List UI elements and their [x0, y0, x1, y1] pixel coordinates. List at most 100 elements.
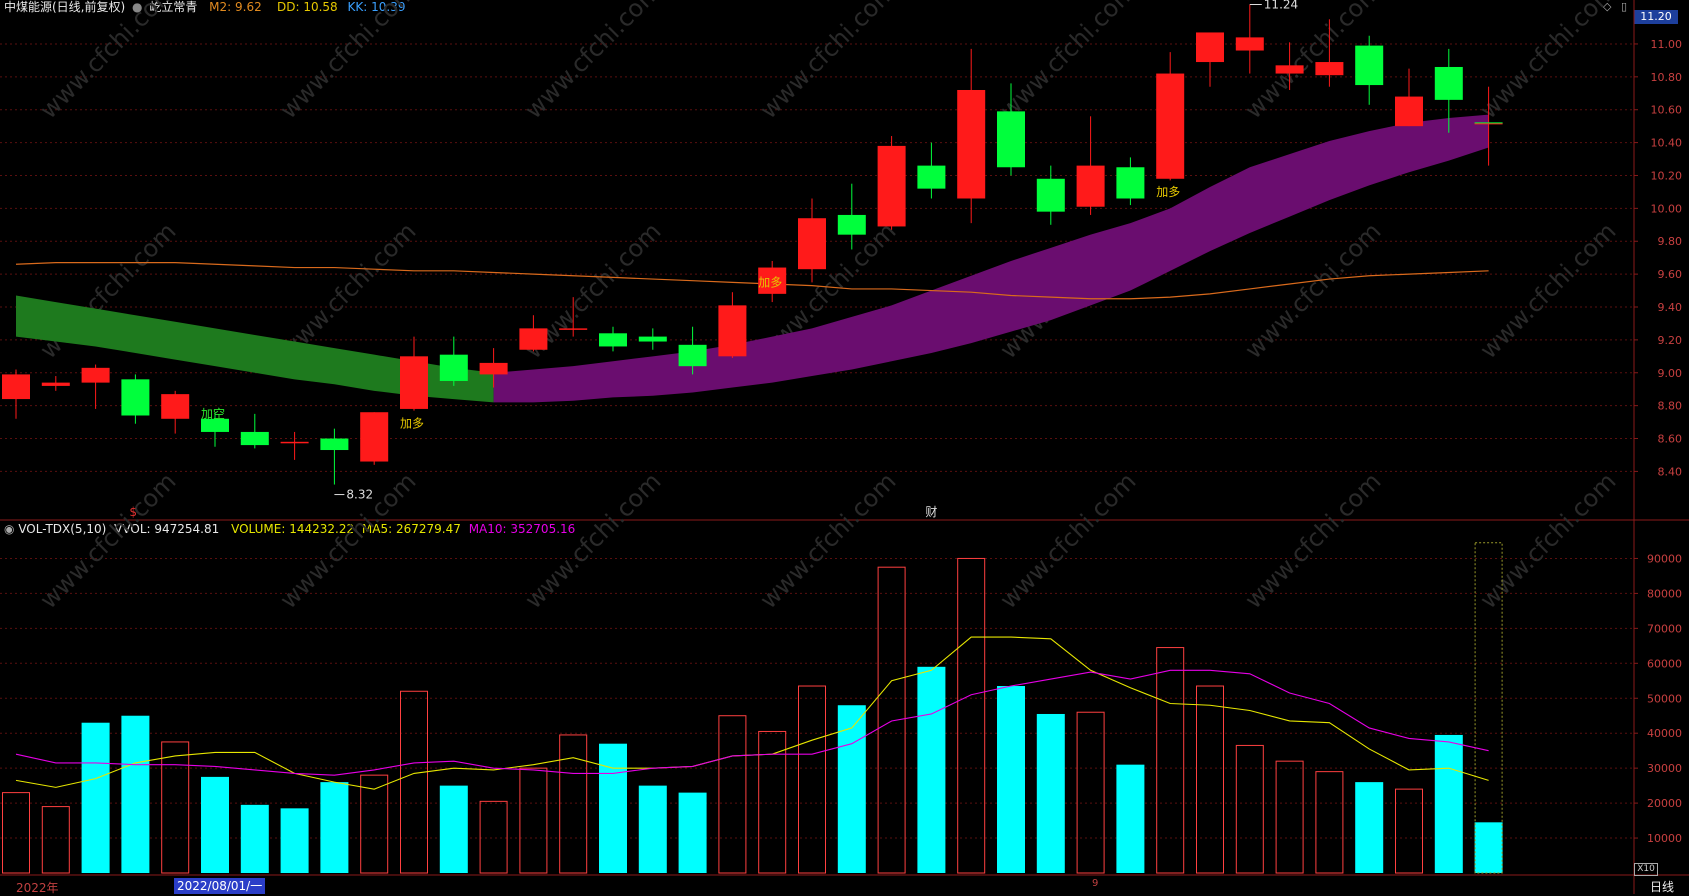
candle-body [121, 379, 150, 416]
volume-tick-label: 10000 [1647, 832, 1682, 845]
candle-body [1434, 66, 1463, 100]
candle-body [320, 438, 349, 451]
candle-body [837, 214, 866, 235]
watermark: www.cfchi.com [34, 0, 181, 124]
volume-bar [1395, 788, 1423, 874]
volume-bar [201, 776, 229, 873]
event-marker: 财 [925, 505, 937, 519]
watermark: www.cfchi.com [994, 0, 1141, 124]
watermark: www.cfchi.com [1474, 217, 1621, 364]
price-tick-label: 9.20 [1658, 334, 1683, 347]
price-tick-label: 11.00 [1651, 38, 1683, 51]
volume-bar [559, 734, 588, 874]
price-tick-label: 8.80 [1658, 400, 1683, 413]
candle-body [917, 165, 946, 189]
collapse-icon[interactable]: ◉ [4, 522, 15, 536]
settings-icon[interactable]: ● [132, 0, 143, 14]
price-tick-label: 9.40 [1658, 301, 1683, 314]
signal-label: 加多 [758, 275, 782, 289]
signal-label: 加空 [201, 407, 225, 421]
candle-body [1116, 167, 1145, 199]
candle-body [1156, 73, 1185, 179]
watermark: www.cfchi.com [1239, 217, 1386, 364]
candle-body [798, 218, 826, 270]
candle-body [877, 145, 906, 227]
volume-bar [798, 685, 826, 874]
candle-body [1076, 165, 1105, 207]
candle-body [41, 382, 70, 386]
volume-bar [1355, 782, 1384, 873]
dd-value: DD: 10.58 [277, 0, 338, 14]
diamond-icon[interactable]: ◇ [1603, 0, 1612, 13]
volume-bar [1196, 685, 1224, 874]
volume-bar [877, 566, 906, 874]
stock-name[interactable]: 中煤能源(日线,前复权) [4, 0, 126, 14]
volume-tick-label: 90000 [1647, 552, 1682, 565]
price-tick-label: 9.00 [1658, 367, 1683, 380]
volume-bar [1474, 822, 1503, 873]
price-tick-label: 10.00 [1651, 202, 1683, 215]
candle-body [1395, 96, 1423, 127]
candle-body [360, 412, 389, 462]
ma10-line [15, 669, 1489, 776]
candle-body [599, 333, 627, 347]
candle-body [1355, 45, 1384, 86]
signal-label: 加多 [400, 417, 424, 431]
candle-body [400, 356, 428, 409]
period-label[interactable]: 日线 [1650, 880, 1675, 894]
watermark: www.cfchi.com [274, 0, 421, 124]
volume-bar [360, 774, 389, 874]
chart-header: 中煤能源(日线,前复权) ● 屹立常青 M2: 9.62 [4, 0, 262, 14]
volume-bar [599, 743, 627, 873]
event-marker: $ [129, 505, 137, 519]
price-tick-label: 10.80 [1651, 71, 1683, 84]
volume-tick-label: 80000 [1647, 587, 1682, 600]
candle-body [1235, 37, 1264, 51]
ma-line [15, 262, 1489, 300]
restore-icon[interactable]: ▯ [1621, 0, 1628, 13]
vol-indicator-name[interactable]: VOL-TDX(5,10) [18, 522, 107, 536]
volume-bar [320, 782, 349, 873]
low-price-label: 8.32 [346, 488, 373, 502]
indicator-name[interactable]: 屹立常青 [149, 0, 198, 14]
cursor-date: 2022/08/01/一 [174, 878, 266, 894]
candle-body [479, 362, 508, 375]
candle-body [201, 418, 229, 432]
volume-bar [758, 730, 787, 874]
watermark: www.cfchi.com [34, 467, 181, 614]
volume-bar [957, 557, 986, 874]
candle-body [638, 336, 667, 342]
pending-volume-box [1474, 542, 1503, 874]
bull-band [493, 114, 1489, 403]
volume-bar [121, 715, 150, 873]
volume-bar [1235, 744, 1264, 874]
candle-body [758, 267, 787, 294]
price-tick-label: 8.40 [1658, 465, 1683, 478]
volume-value: VOLUME: 144232.22 [231, 522, 355, 536]
volume-bar [1275, 760, 1304, 874]
bottom-marker: 9 [1092, 878, 1099, 889]
candle-body [678, 344, 707, 367]
scale-toggle[interactable]: X10 [1634, 863, 1658, 876]
volume-bar [41, 806, 70, 874]
volume-bar [479, 800, 508, 874]
current-price-tag: 11.20 [1634, 10, 1678, 24]
volume-tick-label: 60000 [1647, 657, 1682, 670]
candle-body [519, 328, 548, 350]
candle-body [1315, 62, 1344, 76]
volume-tick-label: 20000 [1647, 797, 1682, 810]
volume-tick-label: 50000 [1647, 692, 1682, 705]
volume-bar [1076, 711, 1105, 874]
bear-band [16, 295, 494, 403]
vvol-value: VVOL: 947254.81 [114, 522, 220, 536]
volume-bar [1036, 713, 1065, 873]
volume-tick-label: 40000 [1647, 727, 1682, 740]
candle-body [957, 89, 986, 199]
ma5-line [15, 636, 1489, 790]
volume-bar [1156, 647, 1185, 874]
watermark: www.cfchi.com [754, 467, 901, 614]
volume-bar [2, 792, 30, 874]
volume-bar [81, 722, 110, 873]
m2-value: M2: 9.62 [209, 0, 262, 14]
